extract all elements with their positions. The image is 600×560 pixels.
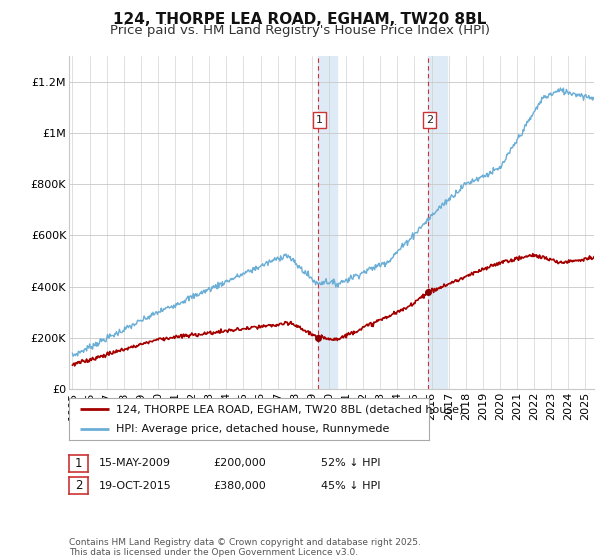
Text: Price paid vs. HM Land Registry's House Price Index (HPI): Price paid vs. HM Land Registry's House … — [110, 24, 490, 36]
Text: £200,000: £200,000 — [213, 458, 266, 468]
Text: 19-OCT-2015: 19-OCT-2015 — [99, 480, 172, 491]
Text: 1: 1 — [75, 456, 82, 470]
Text: 124, THORPE LEA ROAD, EGHAM, TW20 8BL: 124, THORPE LEA ROAD, EGHAM, TW20 8BL — [113, 12, 487, 27]
Text: 124, THORPE LEA ROAD, EGHAM, TW20 8BL (detached house): 124, THORPE LEA ROAD, EGHAM, TW20 8BL (d… — [116, 404, 463, 414]
Text: HPI: Average price, detached house, Runnymede: HPI: Average price, detached house, Runn… — [116, 424, 389, 434]
Text: £380,000: £380,000 — [213, 480, 266, 491]
Bar — [318, 56, 337, 389]
Text: 2: 2 — [75, 479, 82, 492]
Text: 15-MAY-2009: 15-MAY-2009 — [99, 458, 171, 468]
Text: 1: 1 — [316, 115, 323, 125]
Text: 52% ↓ HPI: 52% ↓ HPI — [321, 458, 380, 468]
Text: 2: 2 — [426, 115, 433, 125]
Bar — [428, 56, 447, 389]
Text: 45% ↓ HPI: 45% ↓ HPI — [321, 480, 380, 491]
Text: Contains HM Land Registry data © Crown copyright and database right 2025.
This d: Contains HM Land Registry data © Crown c… — [69, 538, 421, 557]
